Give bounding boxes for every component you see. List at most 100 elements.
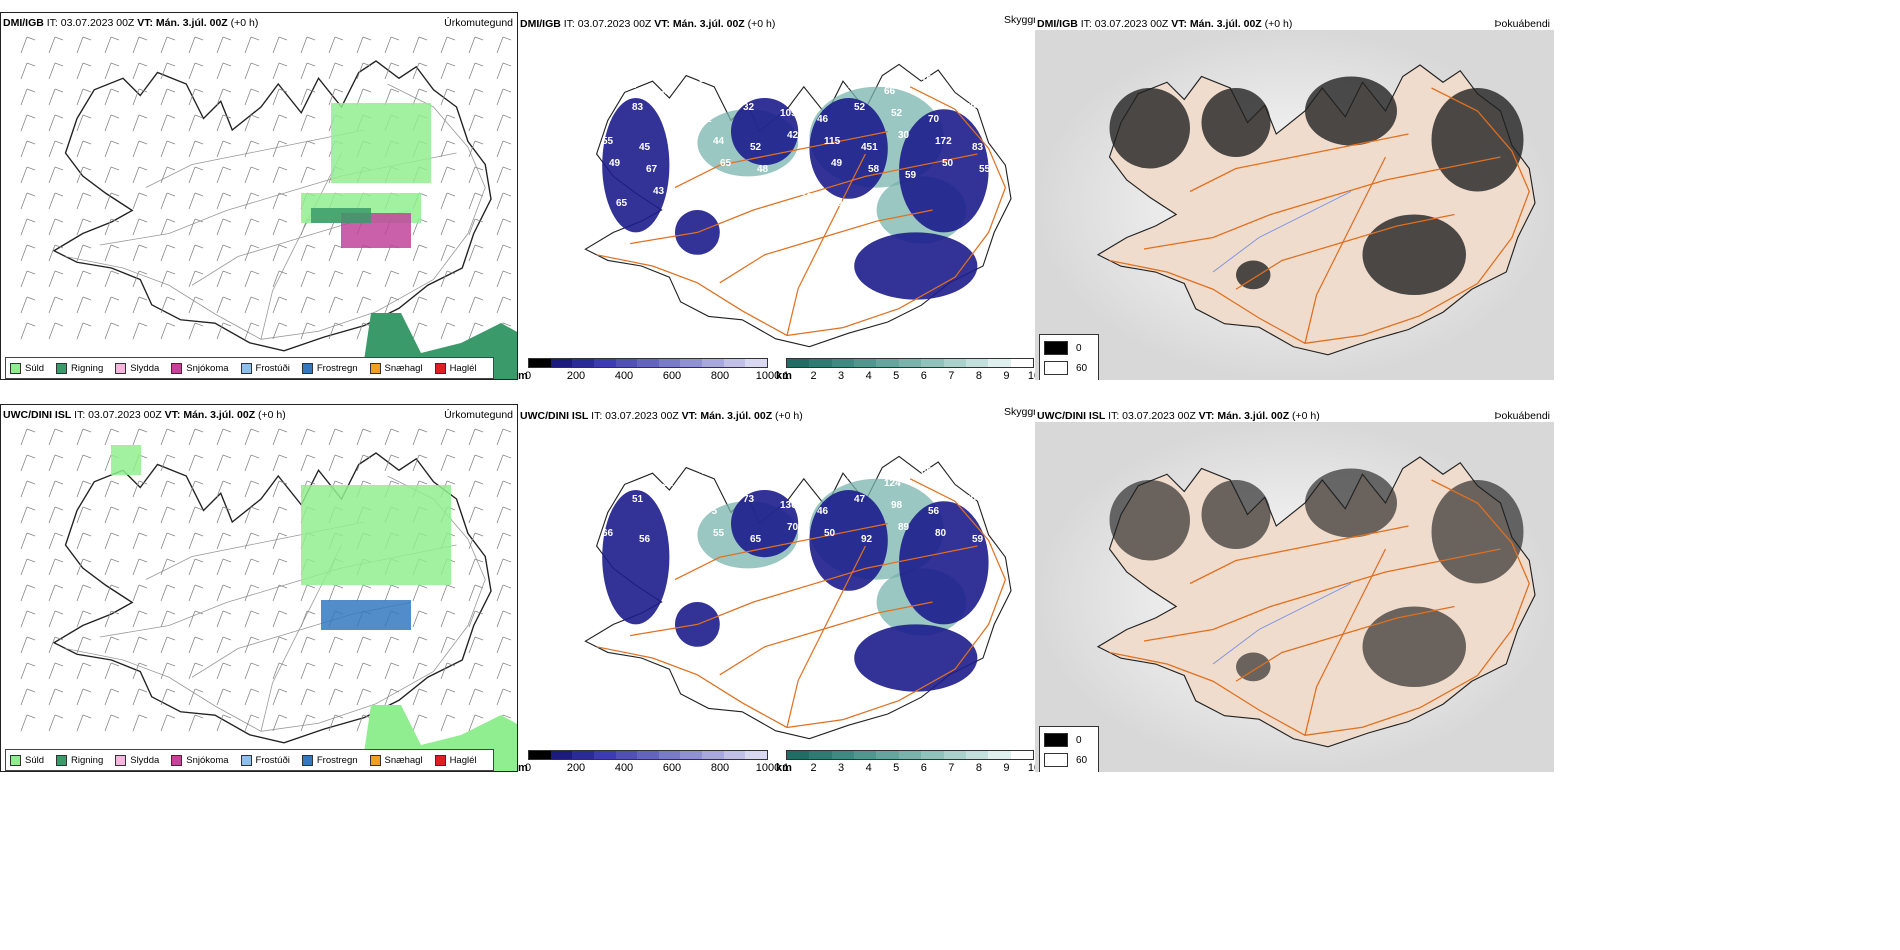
wind-barb	[440, 88, 456, 106]
cloudbase-label: 51	[632, 494, 644, 505]
road	[1109, 479, 1530, 736]
wind-barb	[48, 244, 64, 262]
wind-barb	[244, 558, 260, 576]
cloudbase-label: 52	[595, 506, 607, 517]
panel-header: UWC/DINI ISL IT: 03.07.2023 00Z VT: Mán.…	[1037, 410, 1550, 422]
wind-barb	[244, 662, 260, 680]
low-cloud-area	[809, 98, 888, 199]
road	[596, 478, 1007, 729]
road	[1235, 213, 1455, 290]
wind-barb	[104, 688, 120, 706]
wind-barb	[216, 166, 232, 184]
cloudbase-label: 47	[683, 170, 695, 181]
wind-barb	[216, 114, 232, 132]
wind-barb	[132, 192, 148, 210]
wind-barb	[104, 532, 120, 550]
cloudbase-label: 54	[595, 114, 607, 125]
legend-item: Snjókoma	[171, 754, 229, 766]
road	[1143, 156, 1501, 250]
wind-barb	[272, 114, 288, 132]
wind-barb	[160, 532, 176, 550]
fog-map-row2	[1035, 422, 1554, 772]
colorbar-tick-label: 5	[893, 762, 900, 772]
wind-barb	[132, 662, 148, 680]
low-cloud-area	[899, 501, 989, 625]
wind-barb	[300, 584, 316, 602]
colorbar-bin	[723, 359, 746, 367]
lead-time: (+0 h)	[1292, 410, 1320, 422]
colorbar-tick-label: 600	[662, 762, 682, 772]
wind-barb	[468, 532, 484, 550]
legend-swatch	[369, 754, 381, 766]
cloudbase-visibility-panel-row1: DMI/IGB IT: 03.07.2023 00Z VT: Mán. 3.jú…	[518, 12, 1038, 380]
wind-barb	[76, 480, 92, 498]
wind-barb	[76, 36, 92, 54]
colorbar-tick-label: 7	[948, 370, 955, 380]
colorbar-tick-label: 10	[1027, 762, 1038, 772]
precip-legend: Súld Rigning Slydda Snjókoma Frostúði Frostre…	[5, 357, 494, 379]
wind-barb	[76, 662, 92, 680]
wind-barb	[468, 558, 484, 576]
wind-barb	[160, 166, 176, 184]
wind-barb	[300, 270, 316, 288]
cloudbase-label: 65	[720, 158, 732, 169]
wind-barb	[104, 270, 120, 288]
colorbar-unit: km	[776, 370, 792, 380]
wind-barb	[328, 62, 344, 80]
colorbar-bin	[854, 751, 877, 759]
cloudbase-label: 46	[817, 114, 829, 125]
wind-barb	[216, 584, 232, 602]
colorbar-bin	[943, 751, 966, 759]
wind-barb	[384, 636, 400, 654]
model-name: DMI/IGB	[520, 18, 561, 30]
low-cloud-area	[899, 109, 989, 233]
cloudbase-label: 42	[588, 74, 600, 85]
wind-barb	[216, 662, 232, 680]
wind-barb	[48, 192, 64, 210]
wind-barb	[496, 166, 512, 184]
wind-barb	[104, 36, 120, 54]
wind-barb	[384, 270, 400, 288]
road	[65, 83, 486, 340]
wind-barb	[160, 296, 176, 314]
wind-barb	[216, 62, 232, 80]
colorbar-bin	[680, 751, 703, 759]
colorbar-bin	[658, 751, 681, 759]
model-name: DMI/IGB	[1037, 18, 1078, 30]
wind-barb	[48, 610, 64, 628]
wind-barb	[300, 610, 316, 628]
wind-barb	[272, 480, 288, 498]
visibility-colorbar: km1 2 3 4 5 6 7 8 9 10	[776, 750, 1038, 772]
fog-index-area	[1236, 652, 1271, 682]
fog-legend-row: 0	[1044, 341, 1094, 355]
wind-barb	[216, 88, 232, 106]
wind-barb	[160, 688, 176, 706]
wind-barb	[48, 688, 64, 706]
wind-barb	[328, 662, 344, 680]
valid-time: VT: Mán. 3.júl. 00Z	[164, 409, 256, 421]
legend-label: Frostúði	[255, 362, 290, 374]
wind-barb	[160, 428, 176, 446]
cloudbase-label: 130	[773, 86, 790, 97]
wind-barb	[468, 322, 484, 340]
legend-swatch	[301, 362, 313, 374]
wind-barb	[328, 714, 344, 732]
wind-barb	[244, 36, 260, 54]
wind-barb	[496, 62, 512, 80]
legend-label: Slydda	[130, 362, 160, 374]
wind-barb	[468, 610, 484, 628]
cloudbase-label: 83	[669, 108, 681, 119]
low-cloud-area	[602, 98, 670, 233]
cloudbase-label: 52	[854, 102, 866, 113]
cloudbase-label: 115	[824, 136, 841, 147]
wind-barb	[160, 714, 176, 732]
colorbar-bin	[745, 359, 768, 367]
colorbar-tick-label: 1	[782, 370, 790, 380]
wind-barb	[216, 714, 232, 732]
wind-barb	[440, 270, 456, 288]
colorbar-tick-label: 8	[975, 762, 982, 772]
wind-barb	[76, 688, 92, 706]
colorbar-bin	[787, 751, 810, 759]
colorbar-bin	[854, 359, 877, 367]
cloudbase-label: 55	[713, 528, 725, 539]
